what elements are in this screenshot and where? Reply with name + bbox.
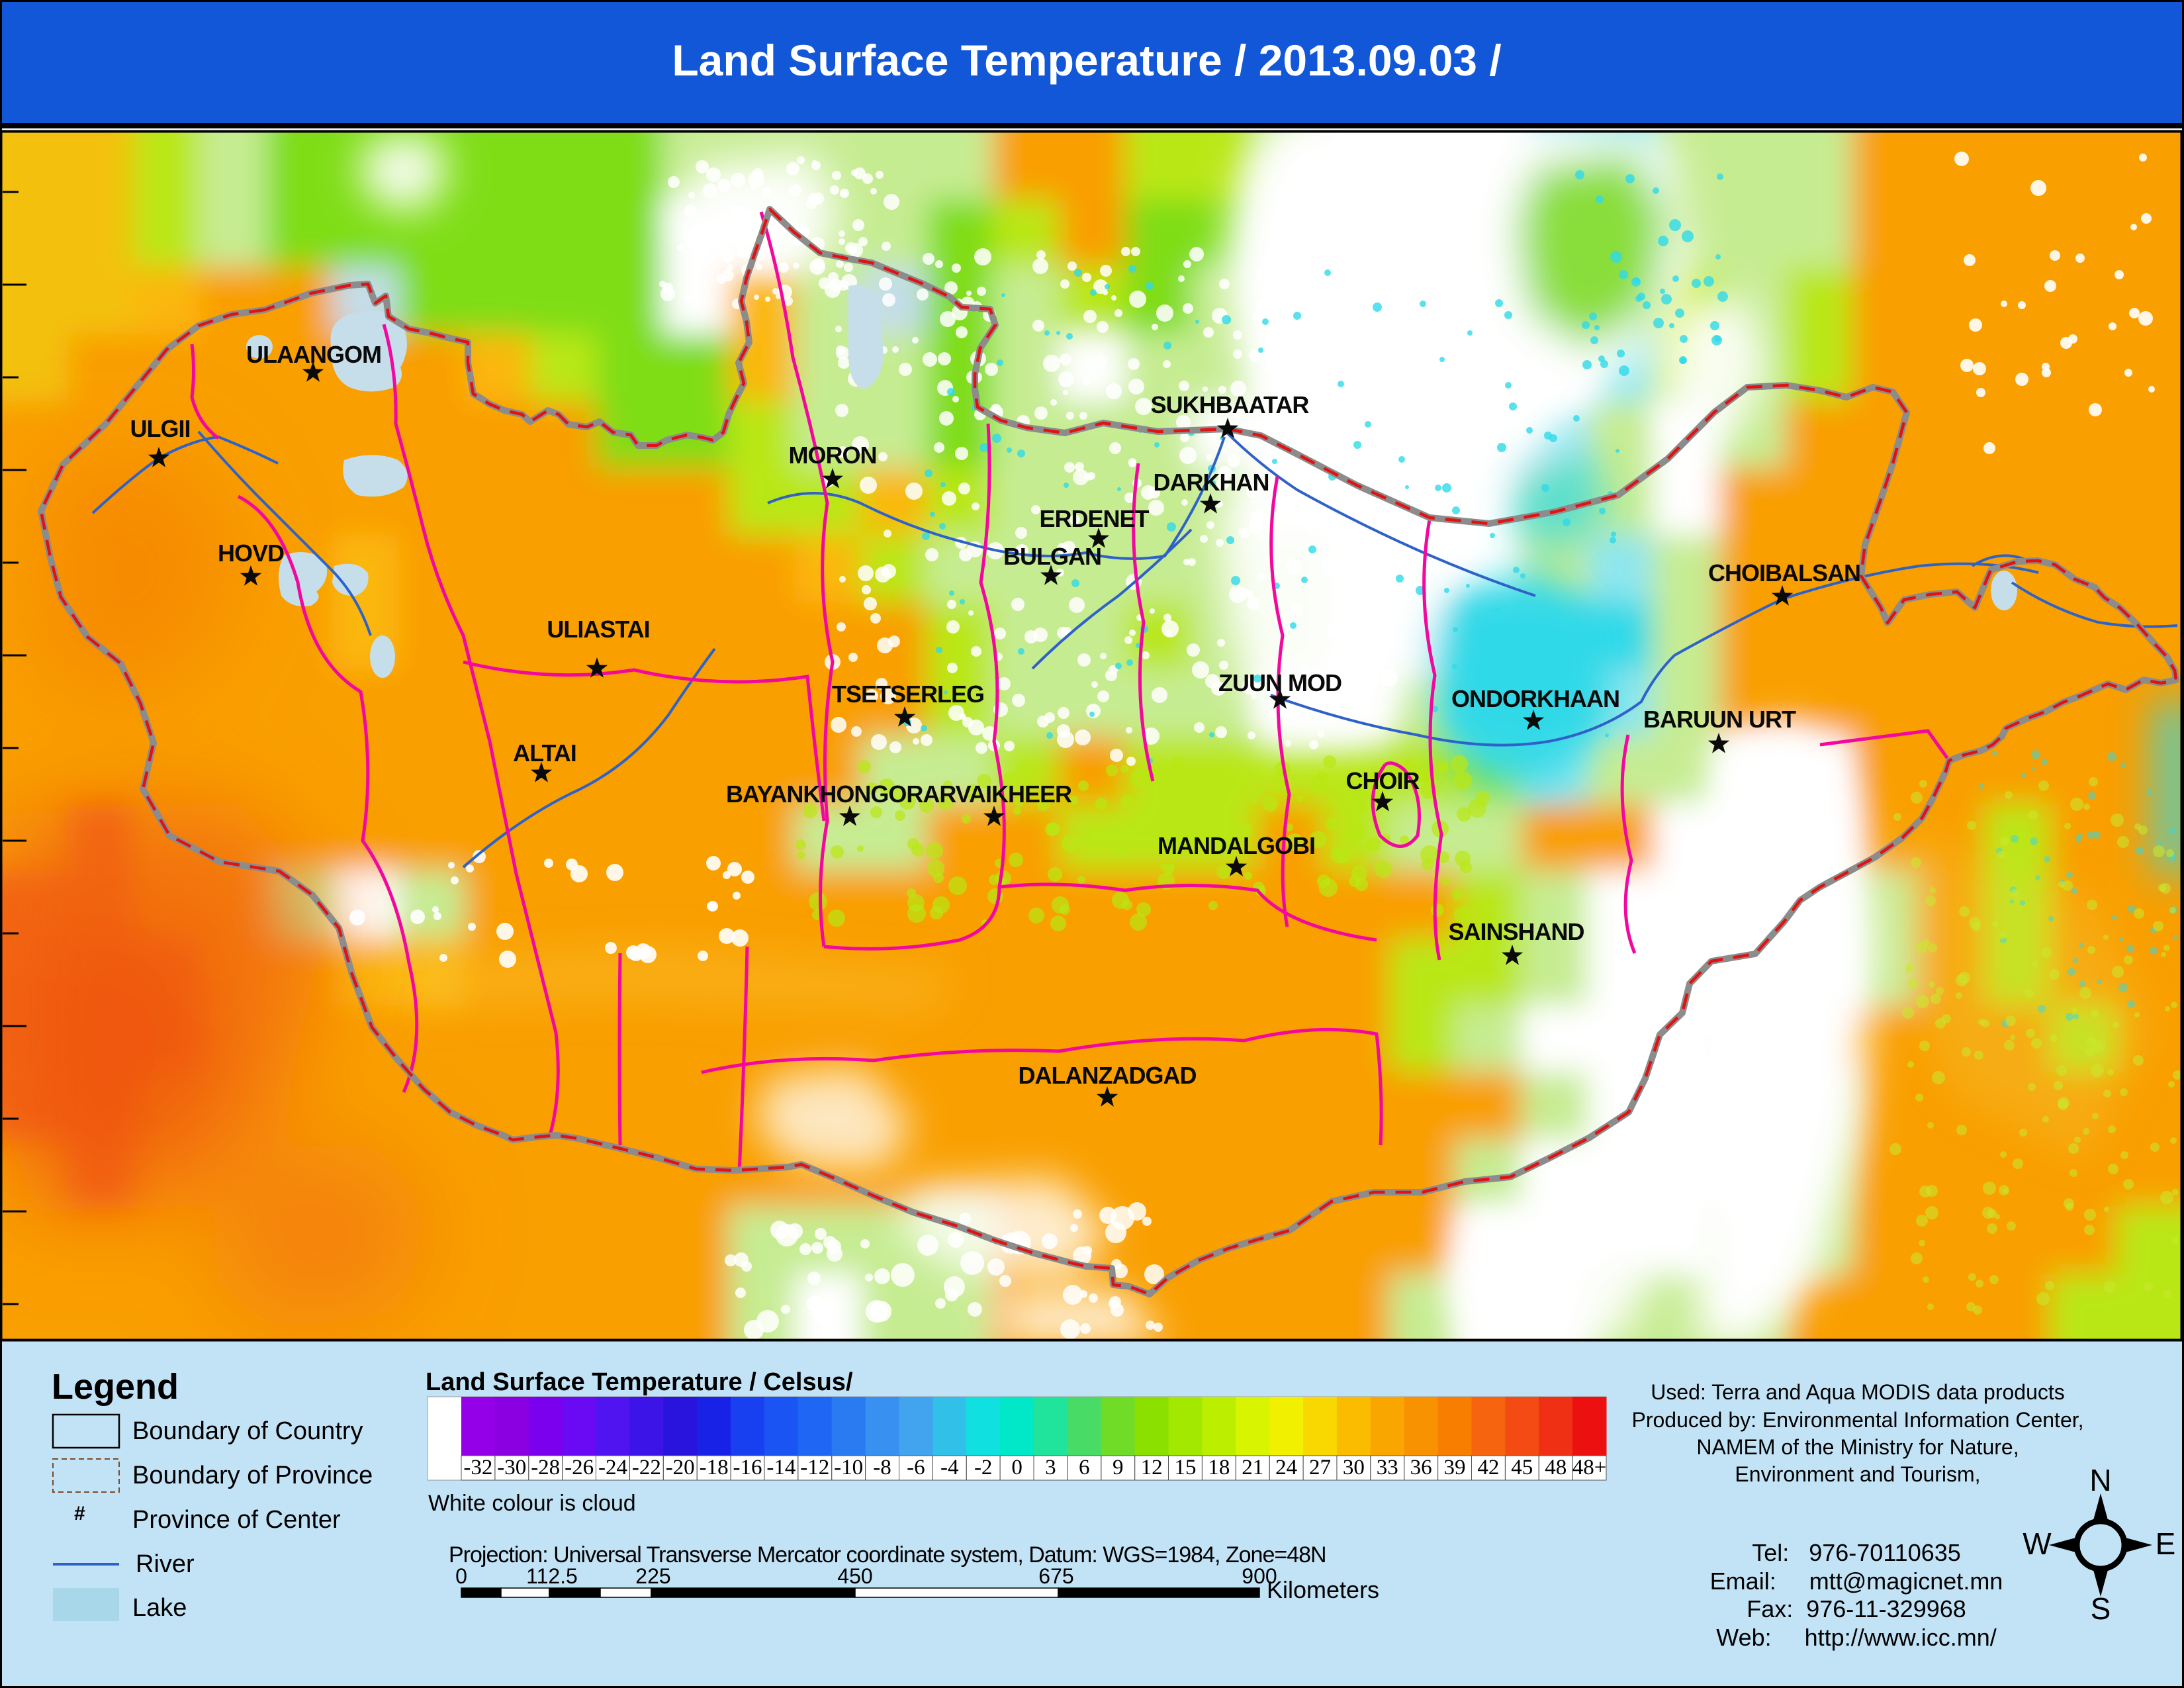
- svg-text:ONDORKHAAN: ONDORKHAAN: [1451, 685, 1619, 712]
- svg-text:Kilometers: Kilometers: [1267, 1576, 1379, 1603]
- svg-text:24: 24: [1275, 1456, 1297, 1479]
- svg-text:12: 12: [1141, 1456, 1163, 1479]
- svg-text:-16: -16: [733, 1456, 762, 1479]
- svg-text:Province of Center: Province of Center: [132, 1506, 341, 1534]
- svg-text:Boundary of Province: Boundary of Province: [132, 1462, 373, 1489]
- svg-text:DARKHAN: DARKHAN: [1154, 469, 1269, 496]
- svg-text:900: 900: [1242, 1564, 1277, 1588]
- svg-text:DALANZADGAD: DALANZADGAD: [1019, 1062, 1197, 1089]
- svg-text:-24: -24: [598, 1456, 627, 1479]
- svg-text:TSETSERLEG: TSETSERLEG: [832, 680, 984, 708]
- svg-text:Legend: Legend: [52, 1367, 179, 1407]
- svg-text:-20: -20: [666, 1456, 695, 1479]
- svg-text:450: 450: [837, 1564, 872, 1588]
- svg-text:Produced by: Environmental Inf: Produced by: Environmental Information C…: [1631, 1408, 2083, 1432]
- svg-text:-26: -26: [565, 1456, 594, 1479]
- svg-text:Projection: Universal Transver: Projection: Universal Transverse Mercato…: [449, 1542, 1326, 1568]
- svg-text:6: 6: [1079, 1456, 1090, 1479]
- svg-text:42: 42: [1477, 1456, 1499, 1479]
- svg-text:-8: -8: [873, 1456, 891, 1479]
- svg-text:-28: -28: [531, 1456, 560, 1479]
- svg-text:675: 675: [1038, 1564, 1073, 1588]
- svg-text:W: W: [2023, 1526, 2052, 1561]
- svg-text:NAMEM of the Ministry for Natu: NAMEM of the Ministry for Nature,: [1696, 1435, 2019, 1459]
- svg-text:Web: http://www.icc.mn/: Web: http://www.icc.mn/: [1716, 1624, 1996, 1651]
- svg-text:SAINSHAND: SAINSHAND: [1448, 918, 1584, 945]
- svg-text:#: #: [74, 1503, 85, 1524]
- svg-text:Lake: Lake: [132, 1594, 187, 1622]
- svg-text:36: 36: [1410, 1456, 1432, 1479]
- svg-text:-4: -4: [940, 1456, 959, 1479]
- svg-text:White colour is cloud: White colour is cloud: [428, 1491, 636, 1516]
- svg-text:ULAANGOM: ULAANGOM: [246, 341, 381, 368]
- svg-text:-32: -32: [463, 1456, 492, 1479]
- svg-text:BARUUN URT: BARUUN URT: [1643, 706, 1796, 733]
- svg-text:225: 225: [635, 1564, 670, 1588]
- svg-text:Boundary of Country: Boundary of Country: [132, 1417, 363, 1445]
- svg-text:112.5: 112.5: [526, 1564, 578, 1588]
- svg-text:21: 21: [1242, 1456, 1263, 1479]
- svg-text:0: 0: [1011, 1456, 1023, 1479]
- svg-text:9: 9: [1113, 1456, 1124, 1479]
- svg-text:-14: -14: [766, 1456, 796, 1479]
- svg-text:-2: -2: [974, 1456, 993, 1479]
- svg-text:33: 33: [1377, 1456, 1398, 1479]
- svg-text:SUKHBAATAR: SUKHBAATAR: [1151, 391, 1310, 418]
- svg-text:BAYANKHONGORARVAIKHEER: BAYANKHONGORARVAIKHEER: [726, 780, 1072, 808]
- svg-text:CHOIR: CHOIR: [1346, 767, 1420, 794]
- svg-text:Used: Terra and Aqua MODIS dat: Used: Terra and Aqua MODIS data products: [1651, 1380, 2065, 1404]
- svg-text:Tel: 976-70110635: Tel: 976-70110635: [1752, 1539, 1961, 1566]
- svg-text:ALTAI: ALTAI: [513, 739, 576, 767]
- svg-text:-22: -22: [632, 1456, 661, 1479]
- svg-text:River: River: [136, 1550, 195, 1578]
- svg-text:0: 0: [455, 1564, 467, 1588]
- svg-text:15: 15: [1175, 1456, 1197, 1479]
- svg-text:N: N: [2089, 1463, 2111, 1497]
- svg-text:-30: -30: [497, 1456, 526, 1479]
- svg-text:-12: -12: [800, 1456, 829, 1479]
- svg-text:-18: -18: [700, 1456, 729, 1479]
- svg-text:S: S: [2091, 1591, 2111, 1626]
- svg-text:CHOIBALSAN: CHOIBALSAN: [1708, 559, 1860, 586]
- svg-text:Land Surface Temperature / Cel: Land Surface Temperature / Celsus/: [426, 1368, 853, 1396]
- svg-text:3: 3: [1045, 1456, 1056, 1479]
- svg-text:MORON: MORON: [789, 442, 877, 469]
- svg-text:-10: -10: [834, 1456, 863, 1479]
- svg-text:27: 27: [1309, 1456, 1331, 1479]
- svg-text:Land Surface Temperature / 201: Land Surface Temperature / 2013.09.03 /: [672, 36, 1501, 85]
- svg-text:18: 18: [1208, 1456, 1230, 1479]
- svg-text:Fax: 976-11-329968: Fax: 976-11-329968: [1747, 1595, 1966, 1622]
- svg-text:E: E: [2156, 1526, 2176, 1561]
- svg-text:30: 30: [1343, 1456, 1365, 1479]
- svg-text:48+: 48+: [1572, 1456, 1607, 1479]
- svg-text:ERDENET: ERDENET: [1039, 505, 1149, 532]
- svg-text:45: 45: [1511, 1456, 1533, 1479]
- svg-text:MANDALGOBI: MANDALGOBI: [1158, 832, 1315, 859]
- svg-text:ULIASTAI: ULIASTAI: [547, 616, 649, 643]
- svg-text:Environment and Tourism,: Environment and Tourism,: [1735, 1462, 1980, 1486]
- svg-text:BULGAN: BULGAN: [1003, 543, 1101, 570]
- svg-text:48: 48: [1545, 1456, 1567, 1479]
- svg-text:ULGII: ULGII: [130, 415, 191, 442]
- svg-text:HOVD: HOVD: [218, 539, 284, 567]
- svg-text:-6: -6: [907, 1456, 925, 1479]
- svg-text:39: 39: [1444, 1456, 1466, 1479]
- svg-text:Email: mtt@magicnet.mn: Email: mtt@magicnet.mn: [1710, 1568, 2003, 1595]
